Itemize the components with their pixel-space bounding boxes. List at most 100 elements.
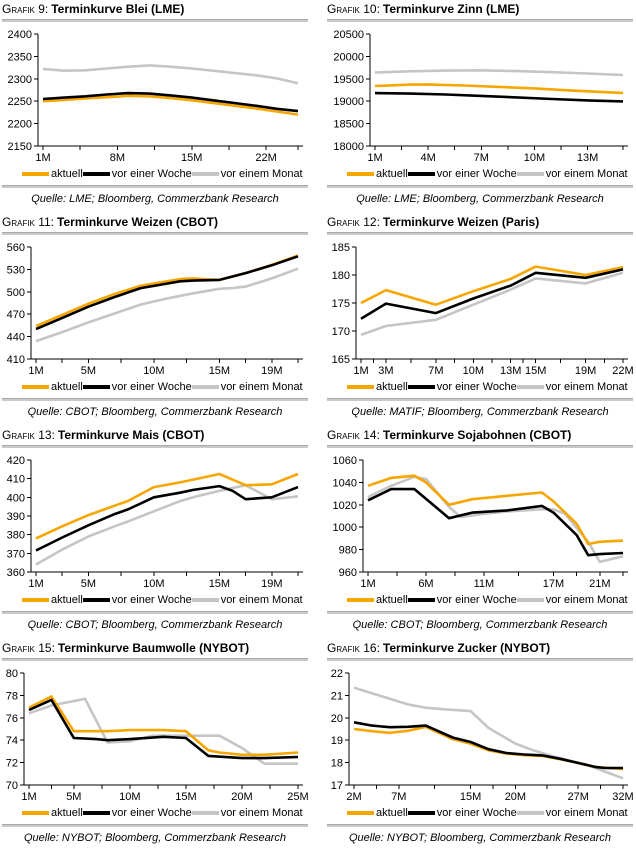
chart-legend: aktuell vor einer Woche vor einem Monat <box>327 377 633 396</box>
y-tick-label: 400 <box>7 492 25 504</box>
x-tick-label: 15M <box>181 152 202 164</box>
legend-item: vor einem Monat <box>516 594 628 606</box>
legend-item: vor einem Monat <box>191 594 303 606</box>
chart-legend: aktuell vor einer Woche vor einem Monat <box>2 590 308 609</box>
x-tick-label: 13M <box>577 152 598 164</box>
title-divider <box>2 232 308 235</box>
chart-title: Grafik 10: Terminkurve Zinn (LME) <box>327 2 633 17</box>
x-tick-label: 19M <box>261 578 282 590</box>
series-vor-einem-monat <box>42 64 299 85</box>
y-tick-label: 78 <box>6 690 18 702</box>
axis <box>355 247 628 360</box>
y-tick-label: 2350 <box>8 51 32 63</box>
legend-divider <box>2 398 308 401</box>
x-tick-label: 7M <box>474 152 489 164</box>
legend-swatch-aktuell <box>22 597 49 602</box>
legend-item: aktuell <box>347 381 408 393</box>
y-tick-label: 420 <box>7 455 25 467</box>
legend-item: vor einer Woche <box>82 594 192 606</box>
legend-swatch-aktuell <box>347 810 374 815</box>
legend-label: vor einer Woche <box>436 806 517 819</box>
legend-item: vor einer Woche <box>82 381 192 393</box>
chart-title-text: Terminkurve Sojabohnen (CBOT) <box>382 428 572 442</box>
x-tick-label: 5M <box>66 791 81 803</box>
chart-legend: aktuell vor einer Woche vor einem Monat <box>327 164 633 183</box>
legend-label: aktuell <box>51 167 83 180</box>
legend-label: vor einer Woche <box>436 593 517 606</box>
chart-title: Grafik 12: Terminkurve Weizen (Paris) <box>327 215 633 230</box>
y-tick-label: 560 <box>7 242 25 254</box>
chart-block: Grafik 14: Terminkurve Sojabohnen (CBOT) … <box>318 428 636 641</box>
legend-swatch-vor-einer-woche <box>407 171 435 176</box>
y-tick-label: 960 <box>339 567 357 579</box>
chart-source: Quelle: MATIF; Bloomberg, Commerzbank Re… <box>351 406 609 418</box>
line-chart: 2150 2200 2250 2300 2350 2400 1M 8M 15M 22M <box>8 29 303 164</box>
legend-item: aktuell <box>347 594 408 606</box>
y-tick-label: 76 <box>6 713 18 725</box>
legend-item: vor einem Monat <box>516 807 628 819</box>
y-tick-label: 20500 <box>333 29 364 41</box>
y-tick-label: 72 <box>6 758 18 770</box>
chart-block: Grafik 10: Terminkurve Zinn (LME) 18000 18… <box>318 2 636 215</box>
y-tick-label: 2300 <box>8 74 32 86</box>
title-divider <box>2 445 308 448</box>
legend-item: vor einem Monat <box>516 381 628 393</box>
legend-swatch-vor-einer-woche <box>82 171 110 176</box>
x-tick-label: 15M <box>209 578 230 590</box>
line-chart: 410 440 470 500 530 560 1M 5M 10M 15M 19M <box>7 242 303 377</box>
y-tick-label: 19500 <box>333 74 364 86</box>
chart-title-prefix: Grafik 16: <box>327 641 380 655</box>
legend-divider <box>327 185 633 188</box>
chart-block: Grafik 11: Terminkurve Weizen (CBOT) 410 4… <box>0 215 318 428</box>
y-tick-label: 74 <box>6 735 18 747</box>
y-tick-label: 180 <box>332 270 350 282</box>
series-vor-einer-woche <box>35 484 299 552</box>
legend-swatch-aktuell <box>347 171 374 176</box>
chart-title-prefix: Grafik 13: <box>2 428 55 442</box>
chart-title: Grafik 9: Terminkurve Blei (LME) <box>2 2 308 17</box>
legend-swatch-vor-einer-woche <box>82 810 110 815</box>
title-divider <box>327 19 633 22</box>
axis <box>30 460 303 573</box>
chart-block: Grafik 12: Terminkurve Weizen (Paris) 165… <box>318 215 636 428</box>
title-divider <box>327 232 633 235</box>
series-vor-einem-monat <box>35 267 299 343</box>
series-vor-einem-monat <box>360 271 624 337</box>
series-aktuell <box>35 472 299 540</box>
x-tick-label: 20M <box>505 791 526 803</box>
y-tick-label: 17 <box>331 780 343 792</box>
x-tick-label: 1M <box>28 578 43 590</box>
chart-legend: aktuell vor einer Woche vor einem Monat <box>2 803 308 822</box>
legend-item: aktuell <box>22 168 83 180</box>
x-tick-label: 1M <box>353 365 368 377</box>
y-tick-label: 19 <box>331 735 343 747</box>
legend-swatch-vor-einer-woche <box>407 597 435 602</box>
x-tick-label: 32M <box>612 791 633 803</box>
legend-swatch-vor-einer-woche <box>82 597 110 602</box>
y-tick-label: 410 <box>7 354 25 366</box>
x-tick-label: 1M <box>28 365 43 377</box>
x-tick-label: 11M <box>474 578 495 590</box>
chart-block: Grafik 13: Terminkurve Mais (CBOT) 360 370… <box>0 428 318 641</box>
x-tick-label: 22M <box>255 152 276 164</box>
legend-item: vor einer Woche <box>407 168 517 180</box>
x-tick-label: 5M <box>81 578 96 590</box>
chart-title-text: Terminkurve Blei (LME) <box>51 2 185 16</box>
series-aktuell <box>374 83 624 95</box>
line-chart: 165 170 175 180 185 1M 3M 7M 10M 13M 15M 19M 22M <box>332 242 633 377</box>
chart-title-text: Terminkurve Baumwolle (NYBOT) <box>57 641 250 655</box>
series-aktuell <box>42 94 299 116</box>
legend-label: aktuell <box>376 593 408 606</box>
y-tick-label: 20000 <box>333 51 364 63</box>
x-tick-label: 17M <box>543 578 564 590</box>
legend-label: aktuell <box>376 167 408 180</box>
x-tick-label: 3M <box>378 365 393 377</box>
chart-source: Quelle: LME; Bloomberg, Commerzbank Rese… <box>31 193 279 205</box>
legend-swatch-aktuell <box>22 810 49 815</box>
legend-swatch-vor-einer-woche <box>407 810 435 815</box>
y-tick-label: 370 <box>7 548 25 560</box>
series-aktuell <box>367 474 624 546</box>
series-vor-einer-woche <box>374 91 624 103</box>
series-vor-einer-woche <box>35 255 299 331</box>
x-tick-label: 27M <box>567 791 588 803</box>
